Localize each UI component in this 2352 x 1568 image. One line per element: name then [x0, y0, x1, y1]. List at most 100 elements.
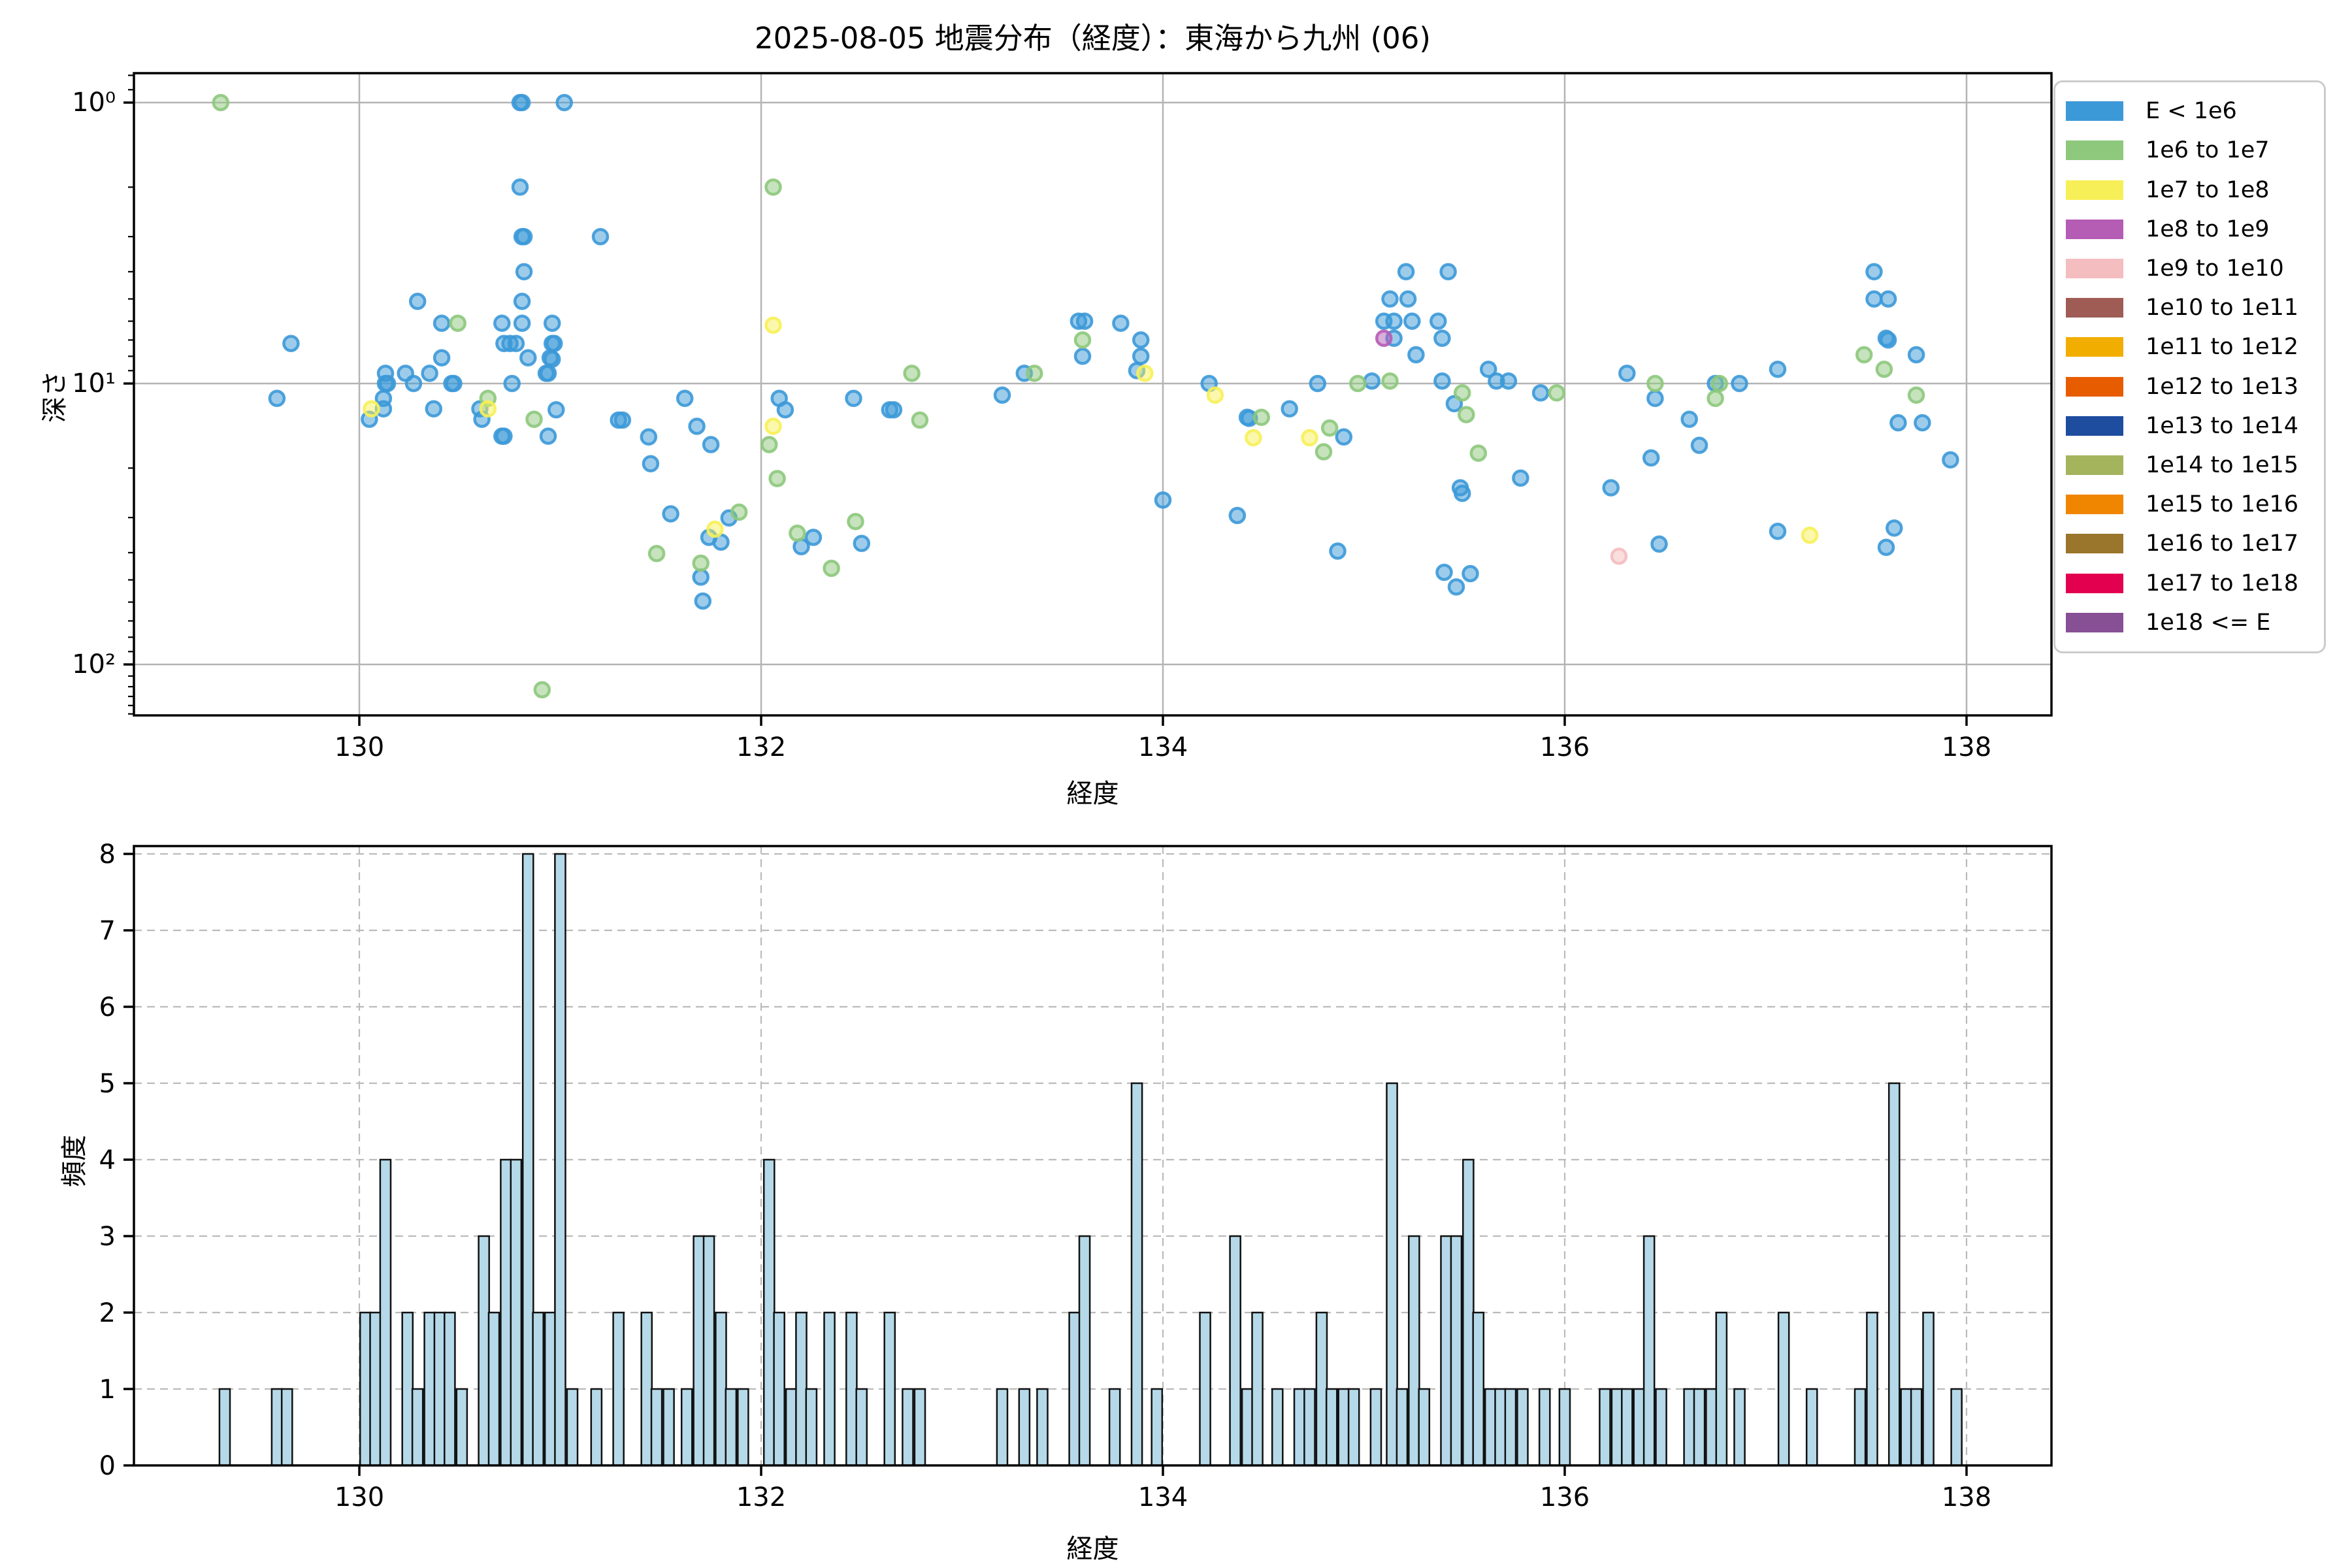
histogram-bar	[1450, 1235, 1463, 1467]
histogram-bar	[1151, 1388, 1164, 1467]
scatter-point	[479, 400, 497, 417]
legend-item: 1e17 to 1e18	[2066, 570, 2313, 596]
legend-swatch-icon	[2066, 612, 2123, 632]
scatter-point	[1439, 263, 1457, 281]
histogram-bar	[1538, 1388, 1551, 1467]
histogram-bar	[532, 1311, 544, 1467]
legend-item-label: E < 1e6	[2146, 98, 2237, 125]
scatter-point	[911, 411, 929, 429]
legend-swatch-icon	[2066, 416, 2123, 436]
scatter-point	[445, 374, 463, 393]
top-plot-frame	[133, 72, 2053, 717]
legend-item-label: 1e8 to 1e9	[2146, 216, 2270, 242]
legend-swatch-icon	[2066, 258, 2123, 278]
scatter-point	[547, 400, 565, 419]
histogram-bar	[1655, 1388, 1667, 1467]
scatter-point	[363, 400, 380, 417]
histogram-bar	[883, 1311, 896, 1467]
scatter-point	[640, 428, 658, 446]
scatter-point	[688, 417, 706, 435]
scatter-point	[378, 374, 397, 393]
scatter-point	[591, 227, 610, 246]
histogram-bar	[1036, 1388, 1049, 1467]
scatter-point	[853, 534, 871, 553]
scatter-point	[1245, 429, 1262, 447]
histogram-bar	[1241, 1388, 1254, 1467]
histogram-bar	[1484, 1388, 1497, 1467]
scatter-point	[702, 436, 720, 453]
scatter-point	[1731, 374, 1748, 393]
bottom-x-tick-label: 136	[1540, 1482, 1590, 1512]
scatter-point	[1914, 414, 1931, 432]
histogram-bar	[680, 1388, 693, 1467]
histogram-bar	[1922, 1311, 1935, 1467]
scatter-point	[513, 314, 531, 332]
scatter-point	[1429, 312, 1447, 330]
scatter-point	[706, 520, 724, 538]
top-x-tick-label: 136	[1540, 732, 1590, 762]
scatter-point	[1646, 374, 1664, 393]
scatter-point	[1479, 360, 1497, 378]
legend-item: 1e12 to 1e13	[2066, 374, 2313, 400]
scatter-point	[513, 93, 531, 112]
scatter-point	[1879, 331, 1897, 349]
histogram-bar	[1705, 1388, 1718, 1467]
top-x-tick-label: 134	[1138, 732, 1188, 762]
scatter-point	[1680, 410, 1698, 428]
scatter-point	[1132, 331, 1150, 349]
scatter-point	[515, 263, 533, 281]
legend-item: 1e14 to 1e15	[2066, 452, 2313, 478]
scatter-point	[1349, 374, 1367, 393]
histogram-bar	[1777, 1311, 1790, 1467]
histogram-bar	[1271, 1388, 1284, 1467]
scatter-point	[764, 316, 782, 334]
histogram-bar	[1130, 1082, 1143, 1467]
histogram-bar	[1621, 1388, 1633, 1467]
histogram-bar	[1325, 1388, 1338, 1467]
histogram-bar	[1599, 1388, 1611, 1467]
bottom-y-tick-label: 0	[99, 1451, 116, 1481]
histogram-bar	[855, 1388, 868, 1467]
scatter-point	[519, 349, 537, 367]
legend-item-label: 1e12 to 1e13	[2146, 373, 2299, 400]
histogram-bar	[996, 1388, 1009, 1467]
histogram-bar	[902, 1388, 914, 1467]
histogram-bar	[510, 1158, 523, 1467]
histogram-bar	[1347, 1388, 1360, 1467]
scatter-point	[1462, 564, 1479, 583]
scatter-point	[847, 513, 864, 531]
bottom-y-tick-label: 5	[99, 1069, 116, 1099]
histogram-bar	[487, 1311, 500, 1467]
series-1e8-to-1e9	[1375, 329, 1393, 347]
scatter-point	[1397, 263, 1415, 281]
scatter-point	[1335, 428, 1353, 446]
scatter-point	[1801, 527, 1819, 544]
series-1e7-to-1e8	[363, 316, 1819, 544]
legend-swatch-icon	[2066, 337, 2123, 357]
histogram-bar	[650, 1388, 663, 1467]
histogram-bar	[725, 1388, 738, 1467]
scatter-point	[533, 681, 551, 698]
scatter-point	[1865, 263, 1883, 281]
legend-item-label: 1e6 to 1e7	[2146, 137, 2270, 164]
legend-swatch-icon	[2066, 376, 2123, 397]
scatter-point	[425, 400, 443, 417]
histogram-bar	[1199, 1311, 1211, 1467]
histogram-bar	[823, 1311, 836, 1467]
scatter-point	[1329, 542, 1347, 560]
histogram-bar	[401, 1311, 414, 1467]
top-y-tick-label: 10¹	[72, 368, 116, 399]
histogram-bar	[521, 853, 534, 1467]
scatter-point	[1886, 519, 1903, 537]
legend-item: 1e8 to 1e9	[2066, 216, 2313, 242]
scatter-point	[515, 227, 533, 246]
histogram-bar	[1866, 1311, 1878, 1467]
scatter-point	[1433, 329, 1451, 347]
histogram-bar	[1633, 1388, 1646, 1467]
histogram-bar	[544, 1311, 557, 1467]
scatter-point	[421, 365, 438, 382]
legend-item-label: 1e14 to 1e15	[2146, 451, 2299, 478]
histogram-bar	[1440, 1235, 1452, 1467]
histogram-bar	[433, 1311, 446, 1467]
